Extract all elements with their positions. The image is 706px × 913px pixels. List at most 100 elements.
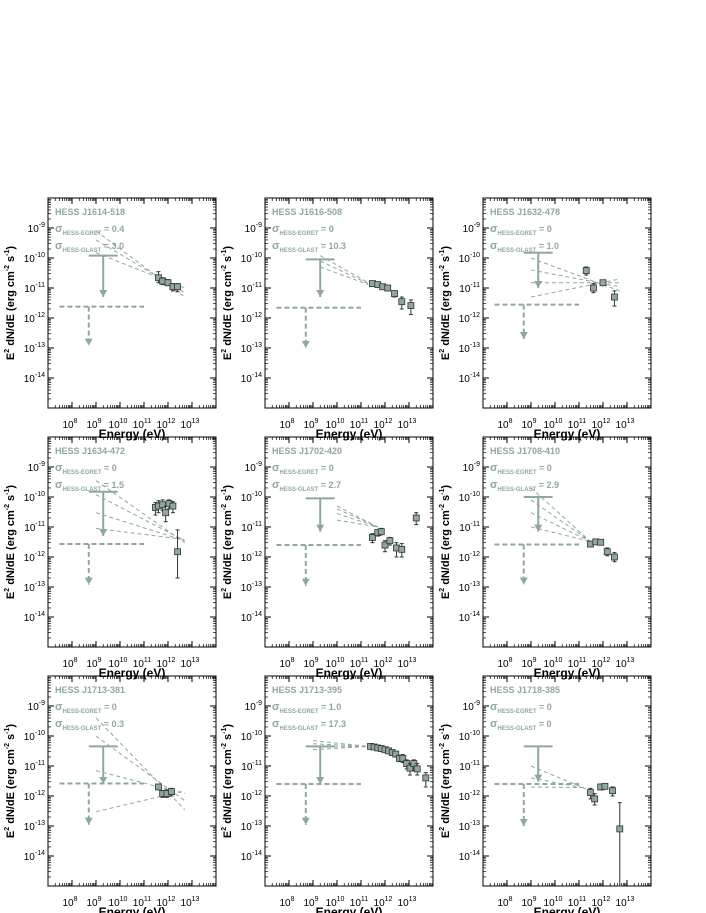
egret-limit-arrow <box>534 281 543 288</box>
x-tick-label: 109 <box>521 896 536 909</box>
y-tick-label: 10-11 <box>459 282 480 295</box>
sigma-glast-label: σHESS-GLAST = 0.3 <box>55 718 124 732</box>
x-tick-label: 1011 <box>568 418 586 431</box>
panel-6: 108 109 1010 1011 1012 1013 10-14 10-13 10-12 10-… <box>439 436 652 680</box>
x-tick-label: 1010 <box>544 418 563 431</box>
source-name: HESS J1708-410 <box>490 446 560 456</box>
x-tick-label: 1012 <box>592 896 611 909</box>
data-point <box>164 279 172 287</box>
y-axis-title: E2 dN/dE (erg cm-2 s-1) <box>221 246 234 361</box>
source-name: HESS J1634-472 <box>55 446 125 456</box>
plot-frame <box>264 197 434 409</box>
x-tick-label: 1010 <box>109 418 128 431</box>
x-tick-label: 1012 <box>374 418 393 431</box>
data-point <box>169 502 177 510</box>
x-tick-label: 109 <box>521 418 536 431</box>
extrapolation-line <box>312 740 369 747</box>
y-tick-label: 10-14 <box>241 611 262 624</box>
y-tick-label: 10-9 <box>245 222 262 235</box>
plot-frame <box>47 436 217 648</box>
x-tick-label: 108 <box>279 657 294 670</box>
data-point <box>611 293 618 301</box>
y-tick-label: 10-10 <box>241 730 262 743</box>
plot-frame <box>47 197 217 409</box>
x-tick-label: 109 <box>86 657 101 670</box>
y-tick-label: 10-10 <box>459 252 480 265</box>
x-tick-label: 1011 <box>350 657 368 670</box>
y-tick-label: 10-14 <box>241 372 262 385</box>
y-axis-title: E2 dN/dE (erg cm-2 s-1) <box>4 724 17 839</box>
y-tick-label: 10-11 <box>241 521 262 534</box>
glast-limit-arrow <box>301 341 310 348</box>
egret-limit-arrow <box>534 774 543 782</box>
x-tick-label: 109 <box>86 896 101 909</box>
y-tick-label: 10-12 <box>24 790 45 803</box>
extrapolation-line <box>530 257 620 292</box>
data-point <box>407 302 415 309</box>
y-tick-label: 10-10 <box>459 491 480 504</box>
y-tick-label: 10-10 <box>241 252 262 265</box>
source-name: HESS J1614-518 <box>55 207 125 217</box>
panel-8: 108 109 1010 1011 1012 1013 10-14 10-13 10-12 10-… <box>221 675 434 913</box>
x-tick-label: 1013 <box>181 896 200 909</box>
y-tick-label: 10-9 <box>28 222 45 235</box>
panel-3: 108 109 1010 1011 1012 1013 10-14 10-13 10-12 10-… <box>439 197 652 441</box>
x-tick-label: 1012 <box>157 896 176 909</box>
sigma-egret-label: σHESS-EGRET = 0 <box>272 462 334 476</box>
data-point <box>398 545 406 553</box>
x-tick-label: 1013 <box>181 418 200 431</box>
extrapolation-line <box>320 266 369 286</box>
extrapolation-line <box>530 269 620 288</box>
x-axis-title: Energy (eV) <box>316 905 383 913</box>
data-point <box>590 284 597 292</box>
x-axis-title: Energy (eV) <box>99 905 166 913</box>
y-tick-label: 10-9 <box>245 700 262 713</box>
data-point <box>582 267 590 275</box>
egret-limit-arrow <box>99 290 108 298</box>
y-tick-label: 10-13 <box>459 342 480 355</box>
x-tick-label: 1013 <box>398 657 417 670</box>
x-tick-label: 1012 <box>592 657 611 670</box>
data-point <box>392 750 400 758</box>
sigma-glast-label: σHESS-GLAST = 10.3 <box>272 240 346 254</box>
plot-frame <box>264 436 434 648</box>
x-tick-label: 1011 <box>350 418 368 431</box>
y-tick-label: 10-13 <box>241 820 262 833</box>
source-name: HESS J1702-420 <box>272 446 342 456</box>
panel-1: 108 109 1010 1011 1012 1013 10-14 10-13 10-12 10-… <box>4 197 217 441</box>
x-tick-label: 1013 <box>616 657 635 670</box>
y-tick-label: 10-13 <box>241 342 262 355</box>
y-axis-title: E2 dN/dE (erg cm-2 s-1) <box>4 246 17 361</box>
sigma-egret-label: σHESS-EGRET = 0 <box>490 701 552 715</box>
data-point <box>155 783 162 791</box>
y-tick-label: 10-13 <box>24 820 45 833</box>
y-tick-label: 10-9 <box>245 461 262 474</box>
data-point <box>391 290 398 298</box>
egret-limit-arrow <box>316 524 325 532</box>
egret-limit-arrow <box>316 777 325 785</box>
y-axis-title: E2 dN/dE (erg cm-2 s-1) <box>439 246 452 361</box>
sigma-egret-label: σHESS-EGRET = 0 <box>490 462 552 476</box>
y-tick-label: 10-11 <box>459 521 480 534</box>
x-tick-label: 1013 <box>181 657 200 670</box>
extrapolation-line <box>530 278 620 298</box>
x-tick-label: 1010 <box>544 657 563 670</box>
y-tick-label: 10-11 <box>241 760 262 773</box>
sigma-glast-label: σHESS-GLAST = 1.0 <box>490 240 559 254</box>
y-axis-title: E2 dN/dE (erg cm-2 s-1) <box>4 485 17 600</box>
plot-frame <box>482 675 652 887</box>
glast-limit-arrow <box>84 817 93 825</box>
y-tick-label: 10-12 <box>24 312 45 325</box>
y-tick-label: 10-12 <box>459 312 480 325</box>
y-tick-label: 10-12 <box>241 790 262 803</box>
x-tick-label: 108 <box>279 896 294 909</box>
y-tick-label: 10-13 <box>459 581 480 594</box>
x-tick-label: 109 <box>86 418 101 431</box>
x-tick-label: 1012 <box>592 418 611 431</box>
x-tick-label: 108 <box>497 657 512 670</box>
glast-limit-arrow <box>84 338 93 346</box>
data-point <box>398 298 406 306</box>
x-tick-label: 108 <box>279 418 294 431</box>
y-tick-label: 10-10 <box>24 491 45 504</box>
glast-limit-arrow <box>301 578 310 586</box>
